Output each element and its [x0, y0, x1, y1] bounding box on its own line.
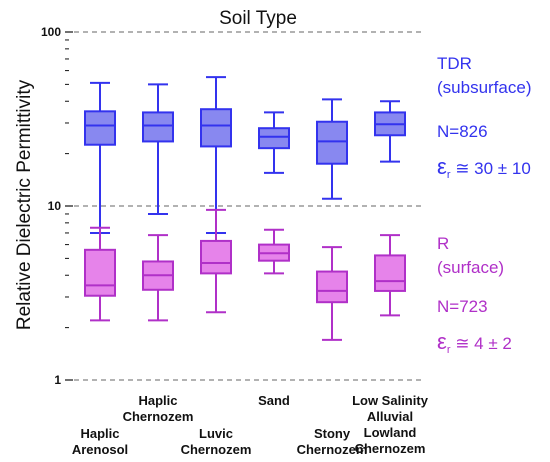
category-label-line: Chernozem — [355, 441, 426, 456]
box-tdr-5 — [316, 98, 348, 200]
y-tick-label: 10 — [48, 199, 62, 213]
plot-area — [84, 76, 406, 341]
category-label-line: Chernozem — [181, 442, 252, 457]
tdr-series-name: TDR — [437, 54, 472, 73]
iqr-box — [258, 127, 290, 150]
box-r-4 — [258, 228, 290, 275]
y-axis: 1 10 100 — [41, 25, 73, 387]
category-label-line: Sand — [258, 393, 290, 408]
iqr-box — [316, 270, 348, 304]
iqr-box — [200, 239, 232, 275]
box-tdr-2 — [142, 83, 174, 215]
category-label-1: Haplic Arenosol — [72, 426, 128, 457]
chart-title: Soil Type — [219, 8, 297, 29]
box-r-2 — [142, 234, 174, 322]
category-label-line: Luvic — [199, 426, 233, 441]
r-permittivity-estimate: εr ≅ 4 ± 2 — [437, 329, 512, 356]
category-label-line: Stony — [314, 426, 351, 441]
box-tdr-3 — [200, 76, 232, 234]
box-tdr-4 — [258, 111, 290, 174]
box-r-5 — [316, 246, 348, 341]
box-r-6 — [374, 234, 406, 317]
legend-r: R (surface) N=723 εr ≅ 4 ± 2 — [437, 234, 512, 356]
iqr-box — [84, 110, 116, 146]
iqr-box — [84, 248, 116, 297]
tdr-sample-count: N=826 — [437, 122, 488, 141]
category-label-line: Lowland — [364, 425, 417, 440]
box-r-1 — [84, 226, 116, 322]
box-r-3 — [200, 208, 232, 314]
category-label-3: Luvic Chernozem — [181, 426, 252, 457]
category-label-2: Haplic Chernozem — [123, 393, 194, 424]
category-label-4: Sand — [258, 393, 290, 408]
category-label-5: Stony Chernozem — [297, 426, 368, 457]
category-label-6: Low Salinity Alluvial Lowland Chernozem — [352, 393, 429, 456]
y-tick-label: 1 — [54, 373, 61, 387]
y-axis-label: Relative Dielectric Permittivity — [14, 79, 35, 330]
iqr-box — [374, 254, 406, 292]
tdr-permittivity-estimate: εr ≅ 30 ± 10 — [437, 154, 531, 181]
tdr-series-subtitle: (subsurface) — [437, 78, 531, 97]
category-label-line: Haplic — [80, 426, 119, 441]
box-tdr-6 — [374, 100, 406, 163]
iqr-box — [142, 111, 174, 143]
iqr-box — [200, 108, 232, 148]
gridlines — [65, 31, 425, 381]
iqr-box — [316, 120, 348, 165]
r-series-name: R — [437, 234, 449, 253]
r-series-subtitle: (surface) — [437, 258, 504, 277]
category-label-line: Haplic — [138, 393, 177, 408]
category-label-line: Arenosol — [72, 442, 128, 457]
legend-tdr: TDR (subsurface) N=826 εr ≅ 30 ± 10 — [437, 54, 531, 181]
category-label-line: Chernozem — [123, 409, 194, 424]
category-label-line: Alluvial — [367, 409, 413, 424]
r-sample-count: N=723 — [437, 297, 488, 316]
y-tick-label: 100 — [41, 25, 61, 39]
category-label-line: Chernozem — [297, 442, 368, 457]
box-tdr-1 — [84, 81, 116, 234]
category-label-line: Low Salinity — [352, 393, 429, 408]
